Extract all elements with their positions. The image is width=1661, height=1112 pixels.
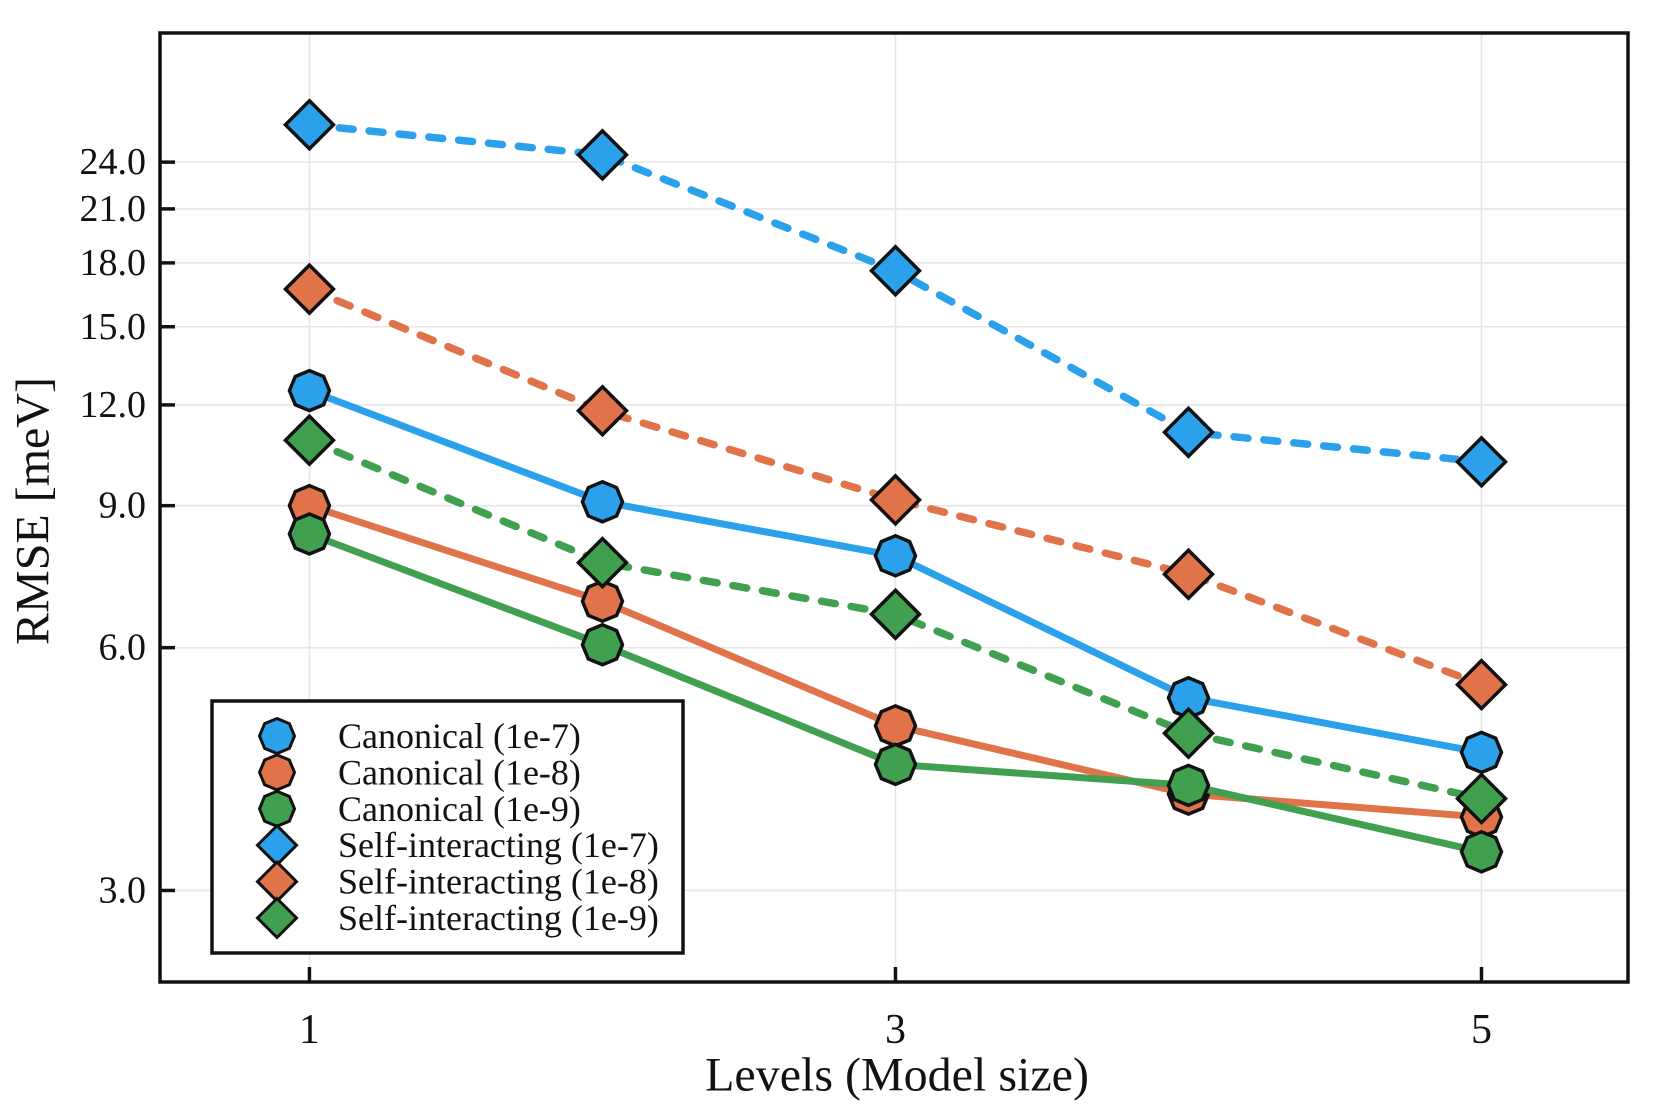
diamond-marker: [868, 473, 922, 527]
diamond-marker: [282, 98, 336, 152]
legend-label: Canonical (1e-7): [338, 716, 581, 756]
y-tick-label: 12.0: [80, 384, 147, 426]
legend-item-0: Canonical (1e-7): [257, 716, 581, 756]
octagon-marker: [1166, 675, 1211, 720]
legend-label: Self-interacting (1e-7): [338, 825, 659, 865]
octagon-marker: [1459, 829, 1504, 874]
octagon-marker: [873, 703, 918, 748]
octagon-marker: [1166, 763, 1211, 808]
diamond-marker: [868, 587, 922, 641]
legend-item-2: Canonical (1e-9): [257, 789, 581, 829]
diamond-marker: [282, 262, 336, 316]
legend-item-5: Self-interacting (1e-9): [255, 896, 659, 940]
octagon-marker: [287, 368, 332, 413]
x-axis-label: Levels (Model size): [705, 1049, 1089, 1102]
x-tick-label: 5: [1471, 1007, 1492, 1053]
diamond-marker: [575, 128, 629, 182]
octagon-marker: [257, 716, 297, 756]
legend-item-1: Canonical (1e-8): [257, 752, 581, 792]
legend-label: Self-interacting (1e-8): [338, 862, 659, 902]
legend-label: Canonical (1e-8): [338, 752, 581, 792]
diamond-marker: [1455, 772, 1508, 826]
series-line-4: [305, 285, 1486, 689]
legend-label: Canonical (1e-9): [338, 789, 581, 829]
octagon-marker: [1459, 730, 1504, 775]
y-tick-label: 3.0: [99, 869, 147, 911]
diamond-marker: [868, 244, 922, 298]
octagon-marker: [257, 789, 297, 828]
diamond-marker: [1455, 435, 1508, 489]
x-tick-label: 3: [885, 1007, 906, 1053]
x-tick-label: 1: [299, 1007, 320, 1053]
y-axis-label: RMSE [meV]: [7, 377, 60, 645]
octagon-marker: [873, 742, 918, 787]
diamond-marker: [255, 896, 299, 940]
legend: Canonical (1e-7)Canonical (1e-8)Canonica…: [210, 699, 685, 955]
legend-label: Self-interacting (1e-9): [338, 898, 659, 938]
diamond-marker: [1162, 405, 1215, 459]
y-tick-label: 15.0: [80, 306, 147, 348]
diamond-marker: [575, 536, 629, 590]
y-tick-label: 21.0: [80, 188, 147, 230]
diamond-marker: [282, 413, 336, 467]
diamond-marker: [1162, 547, 1215, 601]
octagon-marker: [580, 579, 625, 624]
octagon-marker: [287, 512, 332, 556]
y-tick-label: 18.0: [80, 242, 147, 284]
series-group: [282, 98, 1508, 874]
y-tick-label: 24.0: [80, 141, 147, 183]
axes-ticks: 3.0 6.0 9.0 12.0 15.0 18.0 21.0 24.0 1 3 5: [80, 141, 1492, 1053]
octagon-marker: [873, 533, 918, 578]
diamond-marker: [575, 384, 629, 438]
octagon-marker: [257, 753, 297, 792]
y-tick-label: 6.0: [99, 627, 147, 669]
diamond-marker: [1162, 706, 1215, 760]
diamond-marker: [1455, 658, 1508, 712]
legend-item-3: Self-interacting (1e-7): [255, 823, 659, 867]
octagon-marker: [580, 622, 625, 667]
octagon-marker: [580, 479, 625, 524]
y-tick-label: 9.0: [99, 485, 147, 527]
